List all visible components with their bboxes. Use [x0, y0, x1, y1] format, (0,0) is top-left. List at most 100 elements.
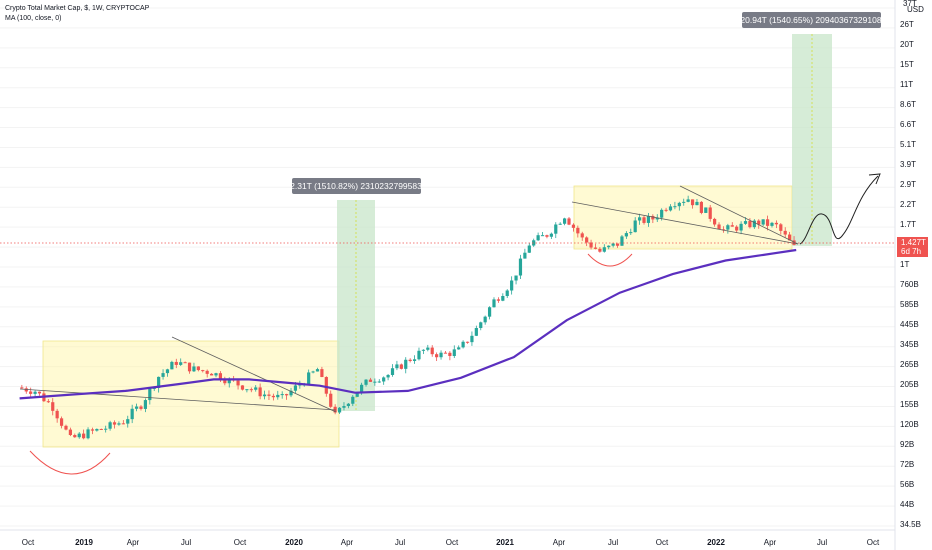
y-axis-unit: USD — [907, 5, 924, 14]
consolidation-box-2021 — [573, 185, 793, 250]
candle-body — [487, 307, 492, 317]
candle-body — [240, 385, 245, 390]
candle-body — [779, 224, 783, 231]
candle-body — [748, 221, 752, 228]
candle-body — [148, 388, 152, 401]
x-tick-label: Jul — [608, 538, 618, 547]
candle-body — [249, 389, 253, 391]
candle-body — [558, 223, 562, 225]
candle-body — [668, 206, 673, 211]
current-price-value: 1.427T — [901, 238, 926, 247]
candle-body — [496, 299, 501, 301]
candle-body — [562, 218, 567, 224]
candle-body — [514, 275, 518, 281]
candle-body — [227, 378, 231, 384]
x-tick-label: Jul — [181, 538, 191, 547]
candle-body — [351, 396, 355, 404]
y-tick-label: 2.2T — [900, 200, 916, 209]
symbol-title[interactable]: Crypto Total Market Cap, $, 1W, CRYPTOCA… — [5, 5, 150, 12]
candle-body — [735, 226, 739, 231]
candle-body — [598, 248, 602, 252]
candle-body — [545, 235, 549, 237]
chart-grid — [0, 7, 895, 527]
candle-body — [695, 201, 699, 206]
x-tick-label: Oct — [234, 538, 247, 547]
candle-body — [677, 202, 681, 207]
candle-body — [651, 215, 655, 220]
y-tick-label: 345B — [900, 340, 919, 349]
candle-body — [629, 232, 633, 234]
candles-layer — [20, 195, 796, 440]
candle-body — [315, 369, 320, 372]
candle-body — [223, 380, 227, 384]
candle-body — [126, 419, 130, 424]
candle-body — [29, 391, 33, 394]
candle-body — [474, 328, 478, 336]
y-tick-label: 92B — [900, 440, 914, 449]
candle-body — [95, 428, 99, 431]
y-tick-label: 1T — [900, 260, 909, 269]
candle-body — [620, 236, 624, 246]
indicator-title[interactable]: MA (100, close, 0) — [5, 15, 62, 22]
candle-body — [280, 394, 284, 396]
forecast-path — [799, 175, 879, 245]
candle-body — [536, 235, 540, 241]
candle-body — [686, 199, 690, 202]
candle-body — [209, 373, 214, 376]
candle-body — [757, 220, 761, 225]
candle-body — [660, 209, 664, 218]
y-tick-label: 445B — [900, 320, 919, 329]
y-axis[interactable]: USD 26T 20T 15T 11T 8.6T 6.6T 5.1T 3.9T 2.9T 2.2T 1… — [894, 0, 924, 550]
candle-body — [271, 395, 275, 398]
y-tick-label: 26T — [900, 20, 914, 29]
candle-body — [730, 225, 734, 227]
x-tick-label: 2022 — [707, 538, 725, 547]
candle-body — [412, 359, 417, 361]
candle-body — [532, 240, 536, 246]
candle-body — [382, 377, 386, 382]
y-tick-label: 1.7T — [900, 220, 916, 229]
candle-body — [673, 206, 677, 208]
candle-body — [602, 247, 606, 252]
candle-body — [708, 207, 712, 219]
candle-body — [68, 429, 72, 436]
candle-body — [298, 384, 302, 386]
candle-body — [258, 387, 262, 397]
x-axis[interactable]: Oct 2019 Apr Jul Oct 2020 Apr Jul Oct 2021 Apr Jul O… — [0, 529, 895, 547]
x-tick-label: Apr — [764, 538, 777, 547]
candle-body — [192, 366, 196, 372]
candle-body — [788, 234, 792, 241]
candle-body — [690, 199, 695, 206]
x-tick-label: Oct — [446, 538, 459, 547]
wedge-lower-2019 — [19, 388, 337, 411]
candle-body — [492, 299, 496, 308]
candle-body — [655, 217, 659, 220]
candle-body — [289, 390, 293, 396]
candle-body — [399, 364, 403, 369]
candle-body — [638, 217, 642, 221]
y-tick-label: 265B — [900, 360, 919, 369]
candle-body — [501, 296, 505, 301]
candle-body — [99, 428, 103, 430]
y-tick-label: 11T — [900, 80, 913, 89]
candle-body — [404, 359, 408, 369]
candle-body — [417, 350, 421, 360]
candle-body — [161, 373, 165, 377]
candle-body — [373, 381, 377, 383]
candle-body — [646, 215, 651, 223]
candle-body — [642, 217, 646, 223]
y-tick-label: 5.1T — [900, 140, 916, 149]
candle-body — [276, 394, 280, 398]
candle-body — [134, 406, 139, 409]
candle-body — [682, 201, 686, 203]
forecast-arrow-head — [868, 173, 881, 185]
candle-body — [20, 387, 24, 389]
candle-body — [293, 385, 298, 391]
current-price-tag: 1.427T 6d 7h — [897, 237, 928, 257]
candle-body — [342, 406, 346, 408]
candle-body — [479, 322, 483, 329]
candle-body — [549, 233, 553, 237]
cup-arc-2021 — [587, 253, 633, 267]
candle-body — [267, 394, 271, 396]
